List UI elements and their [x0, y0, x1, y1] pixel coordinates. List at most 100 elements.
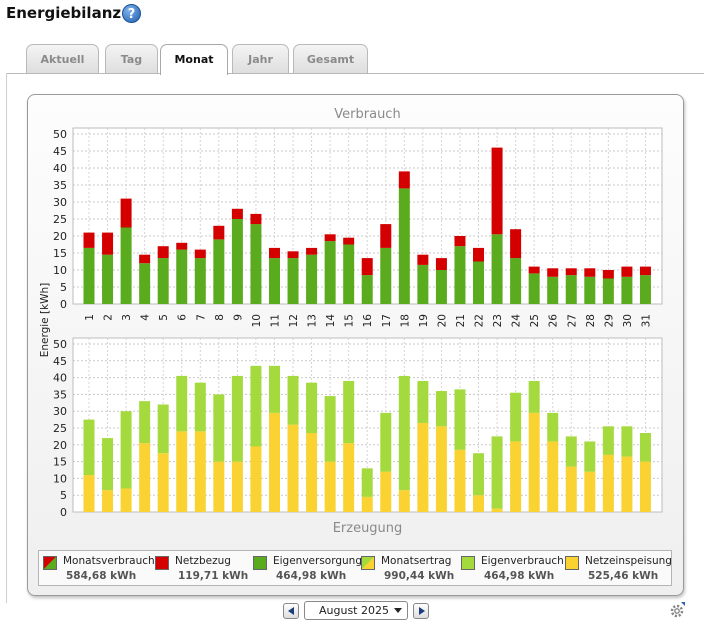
- bar-eigenverbrauch-10: [250, 365, 262, 447]
- bar-eigenversorgung-29: [602, 278, 614, 304]
- chart-erzeugung: 0 5 10 15 20 25 30 35 40 45 50 Erzeugung: [53, 337, 663, 536]
- tab-gesamt[interactable]: Gesamt: [293, 44, 368, 73]
- y-tick-label: 5: [60, 489, 67, 502]
- legend-item-monatsertrag: Monatsertrag 990,44 kWh: [361, 553, 465, 583]
- bar-netzeinspeisung-13: [306, 433, 318, 512]
- bar-eigenverbrauch-11: [268, 365, 280, 413]
- bar-eigenversorgung-23: [491, 234, 503, 304]
- legend-item-eigenverbrauch: Eigenverbrauch 464,98 kWh: [461, 553, 565, 583]
- legend-item-eigenversorgung: Eigenversorgung 464,98 kWh: [253, 553, 363, 583]
- y-tick-label: 10: [53, 264, 67, 277]
- help-icon[interactable]: ?: [122, 4, 141, 23]
- bar-eigenverbrauch-4: [139, 401, 151, 444]
- bar-eigenversorgung-27: [565, 275, 577, 304]
- bar-netzbezug-8: [213, 225, 225, 240]
- x-tick-label: 29: [603, 314, 615, 327]
- bar-eigenverbrauch-16: [361, 468, 373, 497]
- bar-netzeinspeisung-9: [231, 461, 243, 512]
- bar-eigenversorgung-13: [306, 254, 318, 304]
- bar-netzeinspeisung-10: [250, 446, 262, 512]
- bar-netzbezug-31: [639, 266, 651, 276]
- bar-eigenversorgung-24: [510, 258, 522, 304]
- next-month-button[interactable]: [413, 603, 429, 619]
- tab-monat[interactable]: Monat: [160, 44, 228, 75]
- y-tick-label: 35: [53, 388, 67, 401]
- bar-eigenversorgung-1: [83, 247, 95, 304]
- bar-eigenverbrauch-6: [176, 375, 188, 432]
- bar-netzeinspeisung-1: [83, 475, 95, 512]
- bar-eigenversorgung-19: [417, 264, 429, 304]
- chart-title: Erzeugung: [333, 521, 403, 536]
- bar-eigenverbrauch-23: [491, 436, 503, 509]
- legend-label: Netzbezug: [175, 555, 231, 567]
- bar-netzbezug-26: [547, 268, 559, 277]
- x-tick-label: 15: [344, 314, 356, 327]
- bar-eigenverbrauch-30: [621, 426, 633, 457]
- tab-aktuell[interactable]: Aktuell: [26, 44, 99, 73]
- bar-netzbezug-5: [157, 246, 169, 259]
- bar-netzeinspeisung-8: [213, 461, 225, 512]
- bar-netzbezug-12: [287, 251, 299, 259]
- month-select[interactable]: August 2025: [304, 601, 408, 620]
- tab-tag[interactable]: Tag: [105, 44, 158, 73]
- x-tick-label: 19: [418, 314, 430, 327]
- legend-label: Eigenversorgung: [273, 555, 362, 567]
- legend-label: Eigenverbrauch: [481, 555, 564, 567]
- bar-eigenversorgung-6: [176, 249, 188, 304]
- prev-month-button[interactable]: [283, 603, 299, 619]
- bar-netzeinspeisung-31: [639, 461, 651, 512]
- x-tick-label: 4: [140, 314, 152, 321]
- bar-netzeinspeisung-17: [380, 471, 392, 512]
- bar-netzeinspeisung-15: [343, 443, 355, 512]
- bar-netzeinspeisung-24: [510, 441, 522, 512]
- bar-netzbezug-2: [102, 232, 114, 255]
- bar-eigenverbrauch-15: [343, 380, 355, 444]
- legend-value: 584,68 kWh: [66, 570, 137, 582]
- bar-eigenversorgung-9: [231, 219, 243, 304]
- bar-eigenverbrauch-19: [417, 380, 429, 423]
- tab-jahr[interactable]: Jahr: [232, 44, 289, 73]
- y-tick-label: 5: [60, 281, 67, 294]
- bar-netzbezug-23: [491, 147, 503, 235]
- legend-item-netzeinspeisung: Netzeinspeisung 525,46 kWh: [565, 553, 672, 583]
- x-tick-label: 22: [474, 314, 486, 327]
- bar-eigenversorgung-15: [343, 244, 355, 304]
- bar-eigenverbrauch-17: [380, 412, 392, 472]
- y-tick-label: 35: [53, 179, 67, 192]
- x-tick-label: 3: [121, 314, 133, 321]
- bar-netzbezug-30: [621, 266, 633, 277]
- x-tick-label: 27: [566, 314, 578, 327]
- bar-netzbezug-4: [139, 254, 151, 264]
- legend: Monatsverbrauch 584,68 kWh Netzbezug 119…: [38, 550, 672, 586]
- bar-netzbezug-6: [176, 242, 188, 250]
- bar-eigenversorgung-7: [194, 258, 206, 304]
- bar-eigenverbrauch-25: [528, 380, 540, 413]
- y-tick-label: 20: [53, 230, 67, 243]
- bar-eigenverbrauch-18: [398, 375, 410, 491]
- bar-netzbezug-18: [398, 171, 410, 189]
- bar-netzeinspeisung-29: [602, 454, 614, 512]
- gear-icon[interactable]: [669, 602, 685, 618]
- bar-netzeinspeisung-6: [176, 431, 188, 512]
- legend-swatch-eigenversorgung: [253, 556, 267, 570]
- y-tick-label: 30: [53, 405, 67, 418]
- bar-netzeinspeisung-20: [435, 426, 447, 512]
- bar-eigenverbrauch-13: [306, 382, 318, 434]
- bar-netzbezug-1: [83, 232, 95, 248]
- legend-swatch-monatsverbrauch: [43, 556, 57, 570]
- bar-netzbezug-3: [120, 198, 132, 228]
- y-axis-label: Energie [kWh]: [39, 283, 51, 358]
- bar-eigenversorgung-14: [324, 241, 336, 304]
- bar-netzeinspeisung-7: [194, 431, 206, 512]
- bar-eigenverbrauch-9: [231, 375, 243, 462]
- tab-baseline: [6, 73, 704, 74]
- bar-eigenverbrauch-26: [547, 412, 559, 442]
- bar-netzeinspeisung-23: [491, 508, 503, 512]
- bar-netzbezug-9: [231, 208, 243, 219]
- bar-netzbezug-28: [584, 268, 596, 277]
- bar-eigenverbrauch-29: [602, 426, 614, 455]
- bar-eigenversorgung-12: [287, 258, 299, 304]
- y-tick-label: 15: [53, 456, 67, 469]
